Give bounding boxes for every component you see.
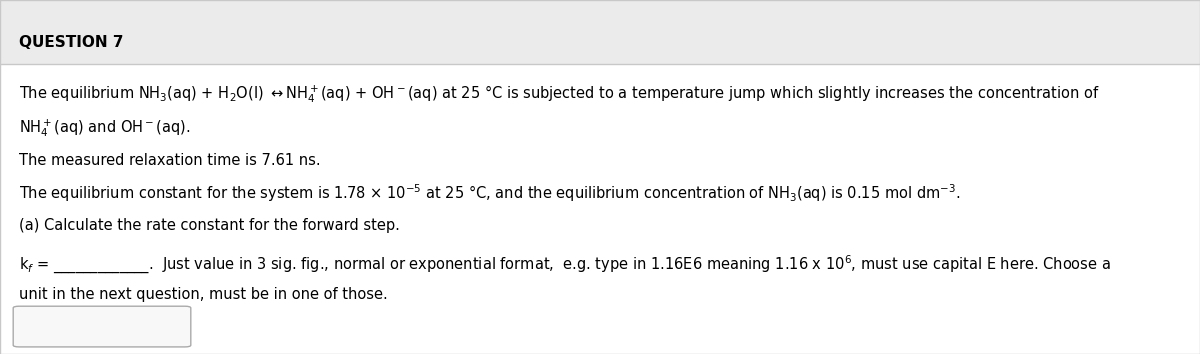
- Text: (a) Calculate the rate constant for the forward step.: (a) Calculate the rate constant for the …: [19, 218, 400, 233]
- Bar: [0, 0, 1200, 64]
- Text: QUESTION 7: QUESTION 7: [19, 35, 124, 50]
- Text: k$_f$ = _____________.  Just value in 3 sig. fig., normal or exponential format,: k$_f$ = _____________. Just value in 3 s…: [19, 254, 1111, 276]
- Text: unit in the next question, must be in one of those.: unit in the next question, must be in on…: [19, 287, 388, 302]
- Text: The equilibrium constant for the system is 1.78 × 10$^{-5}$ at 25 °C, and the eq: The equilibrium constant for the system …: [19, 182, 961, 204]
- FancyBboxPatch shape: [13, 306, 191, 347]
- Text: The measured relaxation time is 7.61 ns.: The measured relaxation time is 7.61 ns.: [19, 153, 320, 167]
- Text: NH$_4^+$(aq) and OH$^-$(aq).: NH$_4^+$(aq) and OH$^-$(aq).: [19, 117, 191, 139]
- Text: The equilibrium NH$_3$(aq) + H$_2$O(l) $\leftrightarrow$NH$_4^+$(aq) + OH$^-$(aq: The equilibrium NH$_3$(aq) + H$_2$O(l) $…: [19, 83, 1100, 105]
